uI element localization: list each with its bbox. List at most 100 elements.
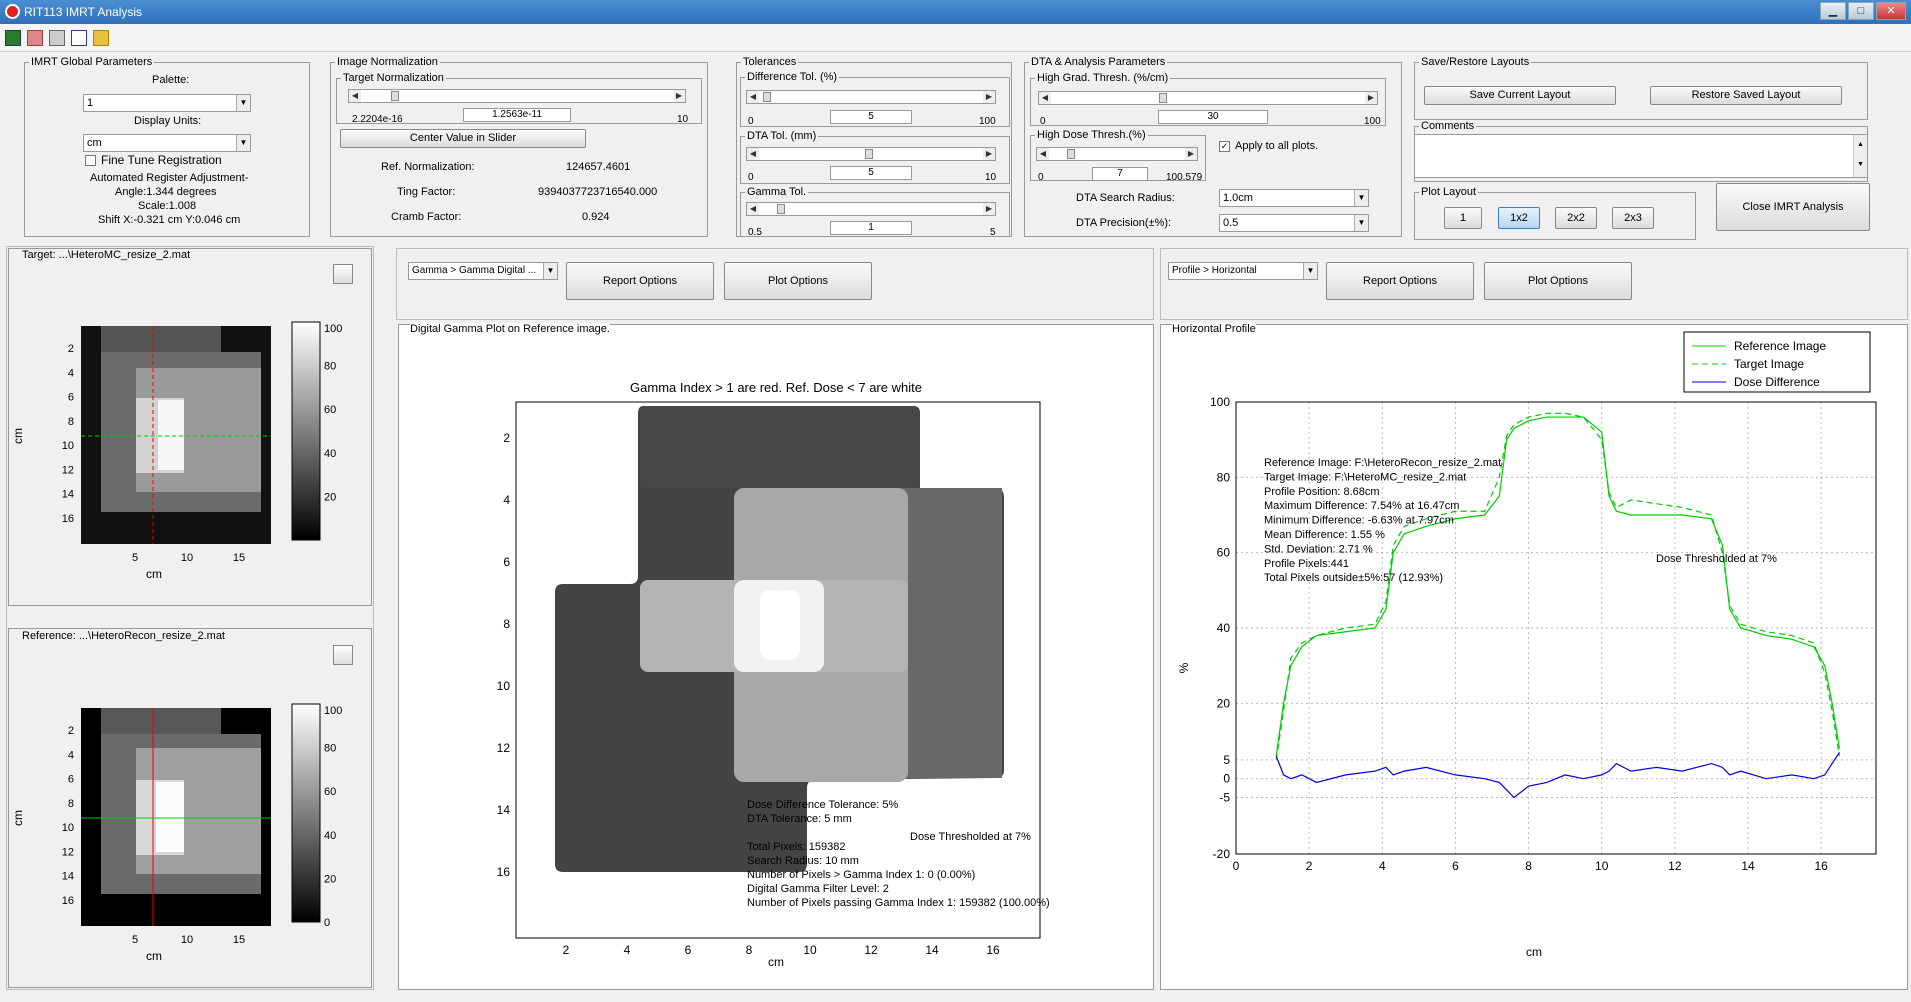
save-icon[interactable] <box>5 30 21 46</box>
slider-right-arrow-icon[interactable]: ▶ <box>983 91 995 103</box>
target-image-plot: 2 4 6 8 10 12 14 16 5 10 15 cm cm 100 80 60 40 20 <box>11 321 342 581</box>
colorbar-tick-label: 60 <box>324 404 336 416</box>
difference-tol-max: 100 <box>979 116 996 127</box>
layout-2x2-button[interactable]: 2x2 <box>1555 207 1597 229</box>
chevron-down-icon[interactable]: ▼ <box>236 135 250 151</box>
reference-ylabel: cm <box>11 810 25 826</box>
slider-left-arrow-icon[interactable]: ◀ <box>747 148 759 160</box>
dta-precision-select[interactable]: 0.5 ▼ <box>1219 214 1369 232</box>
edit-icon[interactable] <box>71 30 87 46</box>
gamma-tol-field[interactable]: 1 <box>830 221 912 235</box>
palette-select[interactable]: 1 ▼ <box>83 94 251 112</box>
slider-right-arrow-icon[interactable]: ▶ <box>983 148 995 160</box>
chevron-down-icon[interactable]: ▼ <box>1303 263 1317 279</box>
slider-thumb[interactable] <box>1159 93 1167 103</box>
x-tick-label: 8 <box>1525 859 1532 873</box>
gamma-threshold-note: Dose Thresholded at 7% <box>910 831 1031 843</box>
save-layout-button[interactable]: Save Current Layout <box>1424 86 1616 105</box>
layout-2x3-button[interactable]: 2x3 <box>1612 207 1654 229</box>
layout-1x2-button[interactable]: 1x2 <box>1498 207 1540 229</box>
slider-left-arrow-icon[interactable]: ◀ <box>1037 148 1049 160</box>
target-normalization-slider[interactable]: ◀ ▶ <box>348 89 686 103</box>
chevron-down-icon[interactable]: ▼ <box>236 95 250 111</box>
colorbar-tick-label: 40 <box>324 448 336 460</box>
layout-1-button[interactable]: 1 <box>1444 207 1482 229</box>
colorbar-tick-label: 100 <box>324 705 342 717</box>
gamma-plot-options-button[interactable]: Plot Options <box>724 262 872 300</box>
slider-right-arrow-icon[interactable]: ▶ <box>1185 148 1197 160</box>
profile-plot-options-button[interactable]: Plot Options <box>1484 262 1632 300</box>
print-icon[interactable] <box>49 30 65 46</box>
apply-all-checkbox[interactable]: ✓ <box>1219 141 1230 152</box>
high-grad-slider[interactable]: ◀ ▶ <box>1038 91 1378 105</box>
comments-scrollbar[interactable]: ▲ ▼ <box>1853 135 1867 177</box>
slider-thumb[interactable] <box>391 91 399 101</box>
reference-export-icon[interactable] <box>333 645 353 665</box>
high-dose-field[interactable]: 7 <box>1092 167 1148 181</box>
target-norm-value-field[interactable]: 1.2563e-11 <box>463 108 571 122</box>
slider-right-arrow-icon[interactable]: ▶ <box>1365 92 1377 104</box>
high-dose-slider[interactable]: ◀ ▶ <box>1036 147 1198 161</box>
y-tick-label: 4 <box>68 749 74 761</box>
x-tick-label: 6 <box>685 943 692 957</box>
gamma-plot-select[interactable]: Gamma > Gamma Digital ... ▼ <box>408 262 558 280</box>
plot-layout-legend: Plot Layout <box>1421 186 1477 198</box>
target-export-icon[interactable] <box>333 264 353 284</box>
slider-right-arrow-icon[interactable]: ▶ <box>983 203 995 215</box>
colorbar-tick-label: 20 <box>324 873 336 885</box>
profile-info-line: Reference Image: F:\HeteroRecon_resize_2… <box>1264 457 1501 469</box>
slider-left-arrow-icon[interactable]: ◀ <box>747 203 759 215</box>
dta-tol-field[interactable]: 5 <box>830 166 912 180</box>
profile-report-options-button[interactable]: Report Options <box>1326 262 1474 300</box>
slider-thumb[interactable] <box>1067 149 1075 159</box>
x-tick-label: 12 <box>1668 859 1682 873</box>
gamma-report-options-button[interactable]: Report Options <box>566 262 714 300</box>
minimize-button[interactable]: ▁ <box>1820 2 1846 20</box>
gamma-info-line: Total Pixels: 159382 <box>747 841 845 853</box>
x-tick-label: 0 <box>1233 859 1240 873</box>
high-grad-field[interactable]: 30 <box>1158 110 1268 124</box>
dta-search-radius-select[interactable]: 1.0cm ▼ <box>1219 189 1369 207</box>
chevron-down-icon[interactable]: ▼ <box>543 263 557 279</box>
colorbar-tick-label: 0 <box>324 917 330 929</box>
high-grad-legend: High Grad. Thresh. (%/cm) <box>1037 72 1169 84</box>
y-tick-label: 4 <box>68 367 74 379</box>
chevron-down-icon[interactable]: ▼ <box>1354 190 1368 206</box>
fine-tune-label: Fine Tune Registration <box>101 153 222 167</box>
open-folder-icon[interactable] <box>93 30 109 46</box>
chevron-down-icon[interactable]: ▼ <box>1354 215 1368 231</box>
slider-left-arrow-icon[interactable]: ◀ <box>1039 92 1051 104</box>
gamma-tol-slider[interactable]: ◀ ▶ <box>746 202 996 216</box>
close-imrt-button[interactable]: Close IMRT Analysis <box>1716 183 1870 231</box>
center-value-button[interactable]: Center Value in Slider <box>340 129 586 148</box>
profile-info-line: Minimum Difference: -6.63% at 7.97cm <box>1264 515 1454 527</box>
maximize-button[interactable]: □ <box>1848 2 1874 20</box>
slider-right-arrow-icon[interactable]: ▶ <box>673 90 685 102</box>
slider-left-arrow-icon[interactable]: ◀ <box>747 91 759 103</box>
gamma-info-line: Search Radius: 10 mm <box>747 855 859 867</box>
slider-thumb[interactable] <box>865 149 873 159</box>
close-window-button[interactable]: ✕ <box>1876 2 1906 20</box>
difference-tol-slider[interactable]: ◀ ▶ <box>746 90 996 104</box>
dta-search-radius-label: DTA Search Radius: <box>1076 192 1175 204</box>
copy-icon[interactable] <box>27 30 43 46</box>
difference-tol-field[interactable]: 5 <box>830 110 912 124</box>
profile-info-line: Target Image: F:\HeteroMC_resize_2.mat <box>1264 471 1466 483</box>
gamma-info-line: Digital Gamma Filter Level: 2 <box>747 883 889 895</box>
save-restore-legend: Save/Restore Layouts <box>1421 56 1530 68</box>
reference-panel-title: Reference: ...\HeteroRecon_resize_2.mat <box>22 630 225 642</box>
display-units-select[interactable]: cm ▼ <box>83 134 251 152</box>
slider-thumb[interactable] <box>763 92 771 102</box>
y-tick-label: 16 <box>62 895 74 907</box>
y-tick-label: 2 <box>68 343 74 355</box>
slider-thumb[interactable] <box>777 204 785 214</box>
restore-layout-button[interactable]: Restore Saved Layout <box>1650 86 1842 105</box>
profile-select[interactable]: Profile > Horizontal ▼ <box>1168 262 1318 280</box>
fine-tune-checkbox[interactable] <box>85 155 96 166</box>
colorbar-tick-label: 40 <box>324 830 336 842</box>
y-tick-label: 6 <box>68 392 74 404</box>
slider-left-arrow-icon[interactable]: ◀ <box>349 90 361 102</box>
dta-tol-slider[interactable]: ◀ ▶ <box>746 147 996 161</box>
gamma-tol-legend: Gamma Tol. <box>747 186 807 198</box>
comments-textarea[interactable]: ▲ ▼ <box>1414 134 1868 178</box>
